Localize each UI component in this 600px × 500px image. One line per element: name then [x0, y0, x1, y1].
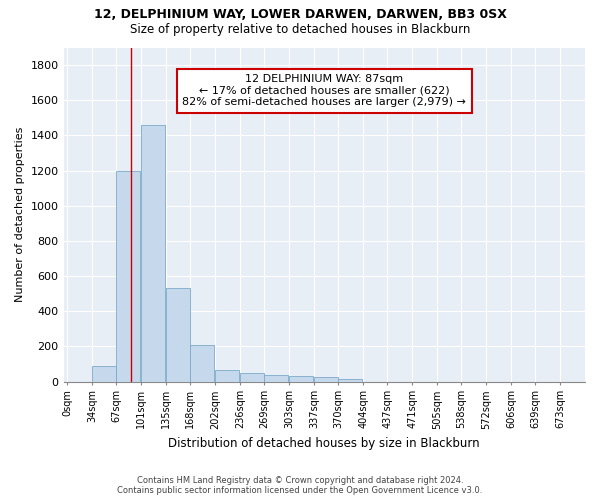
Text: 12, DELPHINIUM WAY, LOWER DARWEN, DARWEN, BB3 0SX: 12, DELPHINIUM WAY, LOWER DARWEN, DARWEN…: [94, 8, 506, 20]
Bar: [264, 375, 289, 382]
Bar: [240, 373, 264, 382]
Text: Size of property relative to detached houses in Blackburn: Size of property relative to detached ho…: [130, 22, 470, 36]
Bar: [314, 377, 338, 382]
Text: 12 DELPHINIUM WAY: 87sqm
← 17% of detached houses are smaller (622)
82% of semi-: 12 DELPHINIUM WAY: 87sqm ← 17% of detach…: [182, 74, 466, 108]
Bar: [338, 380, 362, 382]
Bar: [116, 170, 140, 382]
Text: Contains HM Land Registry data © Crown copyright and database right 2024.
Contai: Contains HM Land Registry data © Crown c…: [118, 476, 482, 495]
Bar: [215, 370, 239, 382]
X-axis label: Distribution of detached houses by size in Blackburn: Distribution of detached houses by size …: [169, 437, 480, 450]
Bar: [141, 125, 166, 382]
Y-axis label: Number of detached properties: Number of detached properties: [15, 127, 25, 302]
Bar: [190, 346, 214, 382]
Bar: [166, 288, 190, 382]
Bar: [289, 376, 313, 382]
Bar: [92, 366, 116, 382]
